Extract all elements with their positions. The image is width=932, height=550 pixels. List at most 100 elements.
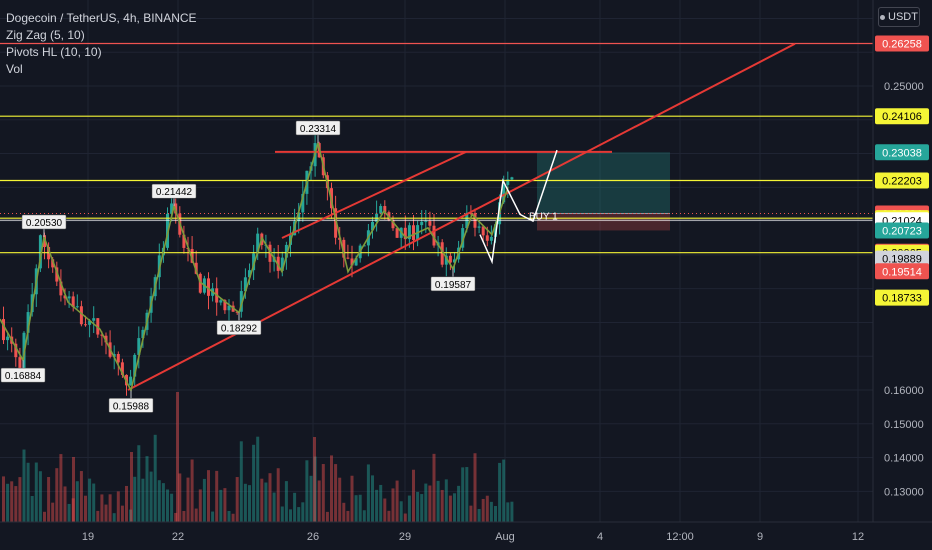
volume-bar-120 [494, 506, 497, 522]
pivot-label-5: 0.23314 [300, 124, 337, 135]
candle-body-72 [297, 212, 301, 222]
indicator-zigzag[interactable]: Zig Zag (5, 10) [6, 28, 85, 42]
volume-bar-31 [129, 509, 133, 522]
volume-bar-48 [198, 489, 202, 522]
candle-body-25 [104, 335, 108, 343]
x-tick-label-8: 12 [852, 531, 864, 543]
volume-bar-38 [157, 480, 161, 522]
zigzag-line [0, 142, 509, 393]
y-tick-label-1: 0.14000 [884, 453, 924, 465]
candle-body-85 [350, 258, 354, 266]
price-label-13: 0.18733 [882, 293, 922, 305]
candle-body-93 [383, 206, 387, 213]
price-label-8: 0.20723 [882, 225, 922, 237]
volume-bar-101 [416, 491, 420, 522]
candle-body-47 [194, 262, 198, 274]
candle-body-53 [219, 300, 223, 303]
x-tick-label-3: 29 [399, 531, 411, 543]
candle-body-112 [461, 228, 465, 248]
currency-selector[interactable]: USDT [878, 7, 920, 27]
candle-body-114 [469, 212, 473, 214]
indicator-volume[interactable]: Vol [6, 62, 23, 76]
volume-bar-75 [309, 475, 313, 522]
volume-bar-86 [354, 495, 358, 522]
volume-bar-89 [366, 464, 370, 522]
volume-bar-69 [284, 481, 288, 522]
volume-bar-114 [469, 505, 473, 522]
volume-bar-54 [223, 488, 227, 522]
pivot-box-5 [295, 120, 341, 136]
volume-bar-88 [362, 510, 366, 522]
volume-bar-7 [30, 495, 34, 522]
volume-bar-35 [145, 456, 149, 522]
volume-bar-3 [14, 486, 18, 522]
candle-body-9 [38, 235, 42, 269]
volume-bar-47 [194, 508, 198, 522]
price-label-box-3 [875, 172, 929, 189]
candle-body-123 [506, 179, 510, 185]
volume-bar-109 [448, 495, 452, 522]
candle-body-3 [14, 343, 18, 358]
volume-bar-91 [375, 489, 379, 522]
candle-body-65 [268, 244, 272, 262]
volume-bar-66 [272, 492, 276, 522]
x-tick-label-7: 9 [757, 531, 763, 543]
volume-bar-99 [407, 495, 411, 522]
candle-body-59 [243, 277, 247, 292]
candle-body-104 [428, 221, 432, 226]
candle-body-117 [481, 226, 485, 236]
volume-bar-62 [256, 436, 260, 522]
price-label-3: 0.22203 [882, 175, 922, 187]
candle-body-86 [354, 258, 358, 266]
candle-body-16 [67, 296, 71, 299]
candle-body-46 [190, 249, 194, 263]
pivot-label-0: 0.20530 [26, 218, 63, 229]
pivot-box-0 [21, 214, 67, 230]
volume-bar-94 [387, 510, 391, 522]
volume-bar-45 [186, 477, 190, 522]
y-tick-label-3: 0.16000 [884, 385, 924, 397]
volume-bar-25 [104, 504, 108, 522]
pivot-label-2: 0.15988 [113, 401, 150, 412]
trend-line-1 [281, 150, 467, 239]
volume-bar-15 [63, 486, 67, 522]
volume-bar-24 [100, 494, 104, 522]
volume-bar-119 [489, 501, 493, 522]
volume-bar-74 [305, 460, 309, 522]
x-tick-label-2: 26 [307, 531, 319, 543]
volume-bar-87 [358, 494, 362, 522]
price-label-11: 0.19889 [882, 254, 922, 266]
volume-bar-27 [112, 513, 116, 522]
candle-body-57 [235, 311, 239, 313]
indicator-pivots[interactable]: Pivots HL (10, 10) [6, 45, 102, 59]
volume-bar-56 [231, 513, 235, 522]
candle-body-61 [252, 253, 256, 271]
candle-body-10 [43, 235, 46, 247]
volume-bar-116 [477, 508, 481, 522]
volume-bar-124 [510, 501, 514, 522]
volume-bar-102 [420, 494, 424, 522]
candle-body-12 [51, 259, 55, 268]
volume-bar-39 [161, 483, 165, 522]
volume-spike-2 [130, 452, 133, 522]
pivot-label-3: 0.21442 [156, 187, 193, 198]
candle-body-27 [112, 353, 116, 357]
candle-body-6 [26, 312, 30, 333]
symbol-line[interactable]: Dogecoin / TetherUS, 4h, BINANCE [6, 11, 197, 25]
x-tick-label-5: 4 [597, 531, 603, 543]
candle-body-31 [129, 376, 133, 386]
x-tick-label-0: 19 [82, 531, 94, 543]
volume-bar-41 [170, 493, 174, 522]
volume-bar-118 [485, 495, 489, 522]
volume-bar-68 [280, 506, 284, 522]
volume-bar-61 [252, 444, 256, 522]
volume-bar-113 [465, 467, 469, 522]
volume-bar-72 [297, 507, 301, 522]
candle-body-29 [120, 362, 124, 375]
volume-bar-42 [174, 512, 178, 522]
volume-bar-73 [301, 502, 305, 522]
volume-bar-107 [440, 489, 444, 522]
candle-body-68 [280, 257, 284, 271]
candle-body-55 [227, 305, 231, 311]
